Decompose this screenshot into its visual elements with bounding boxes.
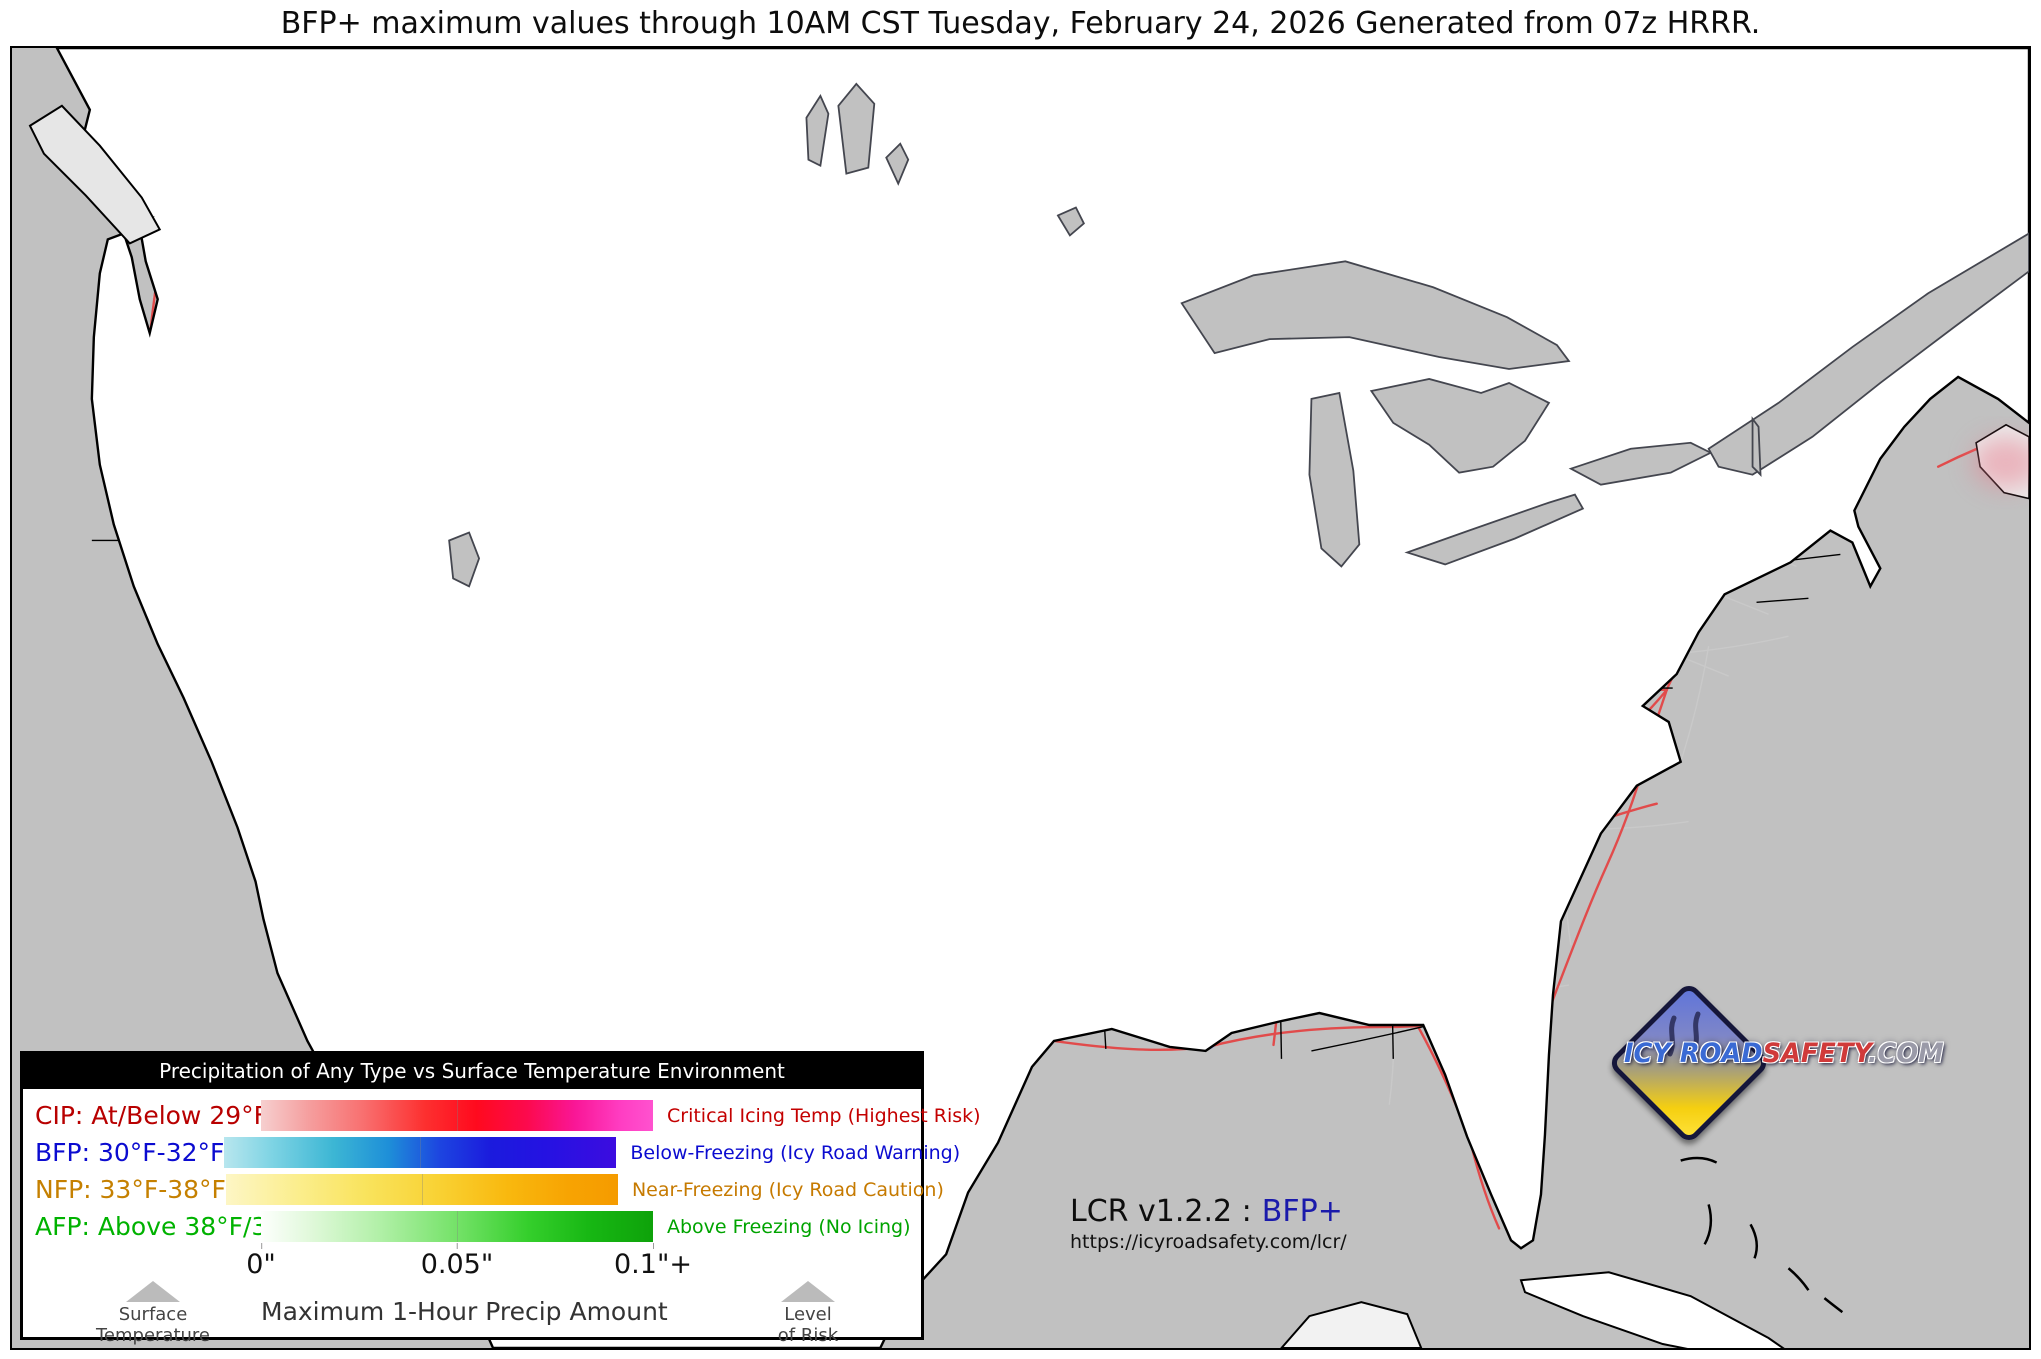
app-version-label: LCR v1.2.2 : (1070, 1194, 1252, 1229)
legend-label-cip: CIP: At/Below 29°F/-2°C (35, 1101, 332, 1130)
vancouver-island (28, 104, 162, 245)
legend-gradient-cip (261, 1100, 653, 1131)
precip-nova-scotia (1972, 436, 2029, 489)
attribution-block: LCR v1.2.2 : BFP+ https://icyroadsafety.c… (1070, 1194, 1347, 1253)
map-canvas: Precipitation of Any Type vs Surface Tem… (10, 46, 2031, 1350)
tick-zero: 0" (246, 1243, 276, 1280)
risk-label-line1: Level (784, 1304, 832, 1325)
lake-of-the-woods (1056, 206, 1085, 237)
legend-risk-afp: Above Freezing (No Icing) (667, 1215, 911, 1238)
legend-row-nfp: NFP: 33°F-38°F Near-Freezing (Icy Road C… (35, 1171, 944, 1208)
website-url: https://icyroadsafety.com/lcr/ (1070, 1231, 1347, 1253)
basemap-svg (12, 48, 2029, 1348)
lake-michigan (1308, 391, 1361, 568)
surface-temp-label-line2: Temperature (95, 1324, 211, 1346)
logo-word-icyroad: ICY ROAD (1624, 1038, 1763, 1069)
surface-temperature-marker: Surface Temperature (63, 1281, 243, 1346)
logo-word-safety: SAFETY (1762, 1038, 1868, 1069)
legend-risk-cip: Critical Icing Temp (Highest Risk) (667, 1104, 981, 1127)
lake-huron (1369, 378, 1551, 474)
legend-label-afp: AFP: Above 38°F/33°C (35, 1212, 314, 1241)
page-title: BFP+ maximum values through 10AM CST Tue… (280, 6, 1761, 41)
legend-panel: Precipitation of Any Type vs Surface Tem… (20, 1051, 981, 1345)
legend-gradient-nfp (225, 1174, 618, 1205)
legend-gradient-bfp (224, 1137, 617, 1168)
triangle-up-icon (781, 1281, 835, 1302)
great-lakes-and-waterbodies (448, 82, 2029, 588)
bahamas (1680, 1156, 1844, 1314)
tick-max: 0.1"+ (614, 1243, 692, 1280)
legend-risk-nfp: Near-Freezing (Icy Road Caution) (631, 1178, 944, 1201)
legend-label-nfp: NFP: 33°F-38°F (35, 1175, 226, 1204)
legend-axis-ticks: 0" 0.05" 0.1"+ (246, 1243, 692, 1281)
skid-marks-icon (1667, 1011, 1701, 1057)
lake-superior (1180, 260, 1571, 370)
legend-risk-bfp: Below-Freezing (Icy Road Warning) (630, 1141, 961, 1164)
st-lawrence-river (1707, 232, 2029, 476)
lake-winnipeg (837, 82, 876, 175)
mode-badge: BFP+ (1261, 1194, 1343, 1229)
icy-road-safety-logo-text: ICY ROADSAFETY.COM (1624, 1038, 1944, 1069)
legend-footer: Surface Temperature Maximum 1-Hour Preci… (23, 1281, 921, 1345)
legend-title: Precipitation of Any Type vs Surface Tem… (23, 1054, 921, 1089)
legend-rows: CIP: At/Below 29°F/-2°C Critical Icing T… (23, 1089, 981, 1245)
precip-axis-label: Maximum 1-Hour Precip Amount (261, 1297, 668, 1326)
triangle-up-icon (126, 1281, 180, 1302)
logo-word-com: .COM (1867, 1038, 1944, 1069)
lake-champlain (1751, 416, 1762, 477)
tick-mid: 0.05" (420, 1243, 494, 1280)
legend-row-cip: CIP: At/Below 29°F/-2°C Critical Icing T… (35, 1097, 981, 1134)
legend-row-bfp: BFP: 30°F-32°F Below-Freezing (Icy Road … (35, 1134, 960, 1171)
level-of-risk-marker: Level of Risk (723, 1281, 893, 1346)
great-salt-lake (448, 531, 481, 588)
legend-row-afp: AFP: Above 38°F/33°C Above Freezing (No … (35, 1208, 915, 1245)
surface-temp-label-line1: Surface (118, 1304, 188, 1325)
lake-erie (1404, 493, 1585, 566)
cuba (1519, 1271, 1785, 1348)
legend-label-bfp: BFP: 30°F-32°F (35, 1138, 225, 1167)
risk-label-line2: of Risk (777, 1324, 839, 1346)
yucatan (1280, 1301, 1423, 1348)
legend-gradient-afp (261, 1211, 653, 1242)
